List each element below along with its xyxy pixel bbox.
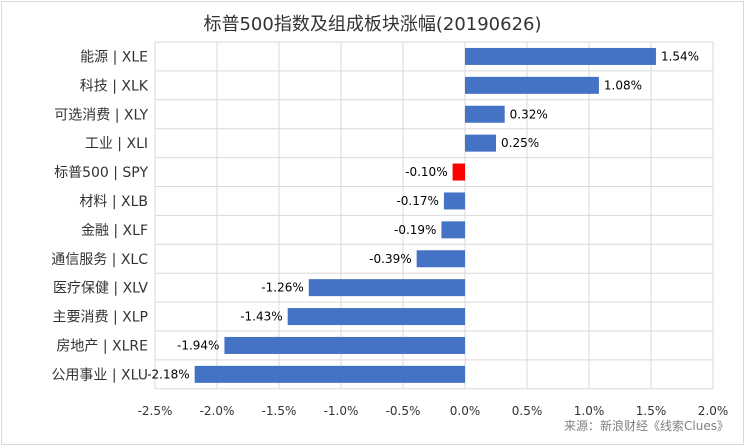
category-label-1: 科技 | XLK <box>80 78 149 94</box>
category-label-10: 房地产 | XLRE <box>56 338 148 354</box>
x-tick-label-4: -0.5% <box>386 404 421 418</box>
x-tick-label-9: 2.0% <box>698 404 729 418</box>
bar-5 <box>443 192 465 210</box>
data-label-7: -0.39% <box>369 252 411 266</box>
x-tick-label-1: -2.0% <box>200 404 235 418</box>
x-tick-label-2: -1.5% <box>262 404 297 418</box>
bar-9 <box>287 308 465 326</box>
category-label-11: 公用事业 | XLU <box>51 367 148 383</box>
source-note: 来源：新浪财经《线索Clues》 <box>564 419 729 433</box>
data-label-4: -0.10% <box>405 165 447 179</box>
category-label-6: 金融 | XLF <box>81 223 148 239</box>
data-label-8: -1.26% <box>261 281 303 295</box>
x-tick-label-5: 0.0% <box>450 404 481 418</box>
data-label-2: 0.32% <box>510 107 548 121</box>
bar-8 <box>308 279 465 297</box>
data-label-0: 1.54% <box>661 49 699 63</box>
data-label-6: -0.19% <box>394 223 436 237</box>
category-label-5: 材料 | XLB <box>79 194 148 210</box>
bar-7 <box>416 250 465 268</box>
bar-11 <box>194 365 465 383</box>
chart-title: 标普500指数及组成板块涨幅(20190626) <box>203 14 542 35</box>
x-tick-label-6: 0.5% <box>512 404 543 418</box>
category-label-4: 标普500 | SPY <box>54 165 148 181</box>
category-label-8: 医疗保健 | XLV <box>53 281 148 297</box>
data-label-11: -2.18% <box>147 367 189 381</box>
category-label-2: 可选消费 | XLY <box>54 107 148 123</box>
category-label-7: 通信服务 | XLC <box>51 252 148 268</box>
category-label-3: 工业 | XLI <box>85 136 148 152</box>
x-tick-label-3: -1.0% <box>324 404 359 418</box>
data-label-10: -1.94% <box>177 338 219 352</box>
data-label-5: -0.17% <box>396 194 438 208</box>
bar-1 <box>465 76 599 94</box>
x-tick-label-0: -2.5% <box>138 404 173 418</box>
bar-2 <box>465 105 505 123</box>
data-label-3: 0.25% <box>501 136 539 150</box>
data-label-1: 1.08% <box>604 78 642 92</box>
data-label-9: -1.43% <box>240 310 282 324</box>
category-label-0: 能源 | XLE <box>80 49 148 65</box>
bar-3 <box>465 134 496 152</box>
bar-6 <box>441 221 465 239</box>
bar-10 <box>224 336 465 354</box>
x-tick-label-8: 1.5% <box>636 404 667 418</box>
x-tick-label-7: 1.0% <box>574 404 605 418</box>
category-label-9: 主要消费 | XLP <box>53 310 148 326</box>
bar-0 <box>465 47 656 65</box>
bar-4 <box>452 163 465 181</box>
